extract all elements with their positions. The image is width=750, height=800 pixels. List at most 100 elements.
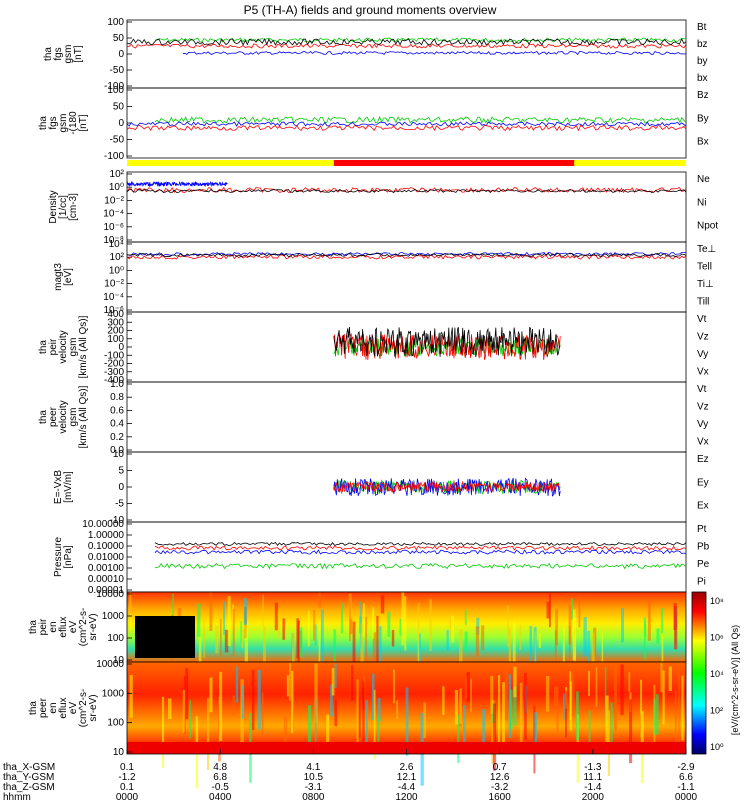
y-axis-label: gsm	[63, 45, 74, 64]
x-tick-label: 0.7	[493, 762, 507, 773]
spectrogram-streak	[232, 695, 236, 716]
spectrogram-streak	[350, 618, 353, 635]
spectrogram-streak	[224, 629, 229, 653]
spectrogram-streak	[241, 628, 244, 649]
y-axis-label: en	[48, 621, 59, 632]
spectrogram-streak	[524, 672, 527, 740]
series-Ti	[126, 251, 687, 257]
spectrogram-streak	[588, 710, 591, 749]
spectrogram-streak	[209, 677, 213, 713]
legend-Vy: Vy	[697, 349, 708, 360]
spectrogram-streak	[578, 595, 581, 628]
y-axis-label: tha	[28, 620, 39, 634]
y-axis-label: tha	[43, 47, 54, 61]
y-tick-label: 0.00010	[88, 574, 125, 585]
colorbar-tick-label: 10⁴	[710, 669, 724, 679]
spectrogram-streak	[565, 691, 567, 738]
spectrogram-streak	[548, 593, 551, 628]
spectrogram-streak	[377, 698, 381, 722]
spectrogram-streak	[614, 665, 618, 731]
spectrogram-streak	[331, 668, 335, 696]
y-axis-label: Pressure	[53, 537, 64, 577]
spectrogram-streak	[519, 682, 523, 744]
spectrogram-streak	[232, 608, 235, 656]
y-axis-label: [nT]	[73, 45, 84, 62]
y-tick-label: 0.2	[110, 432, 124, 443]
spectrogram-streak	[161, 696, 165, 768]
spectrogram-streak	[206, 698, 210, 770]
y-tick-label: 10⁻⁴	[103, 209, 124, 220]
spectrogram-streak	[507, 605, 510, 647]
y-axis-label: (cm^2-s-	[78, 608, 89, 647]
spectrogram-streak	[387, 611, 391, 637]
y-axis-label: velocity	[58, 330, 69, 363]
y-tick-label: 10.00000	[82, 519, 124, 530]
y-tick-label: 10⁻⁶	[103, 222, 124, 233]
spectrogram-streak	[372, 607, 375, 639]
spectrogram-streak	[399, 618, 402, 636]
panel-10: 10000 1000 100 10 tha peer en eflux eV (cm^2-s-sr…	[28, 659, 687, 789]
legend-Ne: Ne	[697, 174, 710, 185]
y-axis-label: eV	[68, 621, 79, 634]
spectrogram-streak	[490, 675, 494, 715]
legend-Vt: Vt	[697, 314, 707, 325]
y-tick-label: 10⁻²	[104, 279, 124, 290]
spectrogram-streak	[662, 670, 665, 725]
spectrogram-streak	[244, 624, 249, 674]
colorbar-tick-label: 10⁰	[710, 742, 724, 752]
spectrogram-streak	[349, 594, 351, 642]
spectrogram-streak	[529, 626, 533, 666]
spectrogram-streak	[209, 592, 213, 631]
spectrogram-streak	[417, 603, 420, 641]
x-tick-label: -3.1	[305, 782, 323, 793]
x-row-name: hhmm	[3, 792, 31, 800]
x-row-name: tha_Z-GSM	[3, 782, 55, 793]
spectrogram-streak	[373, 689, 376, 760]
spectrogram-streak	[314, 624, 317, 646]
panel-frame	[126, 87, 687, 159]
y-tick-label: -10	[110, 515, 125, 526]
spectrogram-streak	[464, 610, 467, 625]
spectrogram-streak	[391, 629, 395, 647]
x-tick-label: -1.1	[677, 782, 695, 793]
spectrogram-streak	[362, 682, 365, 710]
spectrogram-streak	[512, 621, 516, 676]
spectrogram-streak	[595, 667, 598, 707]
y-axis-label: gsm	[68, 338, 79, 357]
spectrogram-streak	[262, 594, 264, 627]
y-tick-label: -100	[104, 151, 124, 162]
spectrogram-streak	[464, 631, 468, 652]
spectrogram-streak	[562, 627, 565, 677]
y-axis-label: [eV]	[63, 268, 74, 286]
y-tick-label: 10⁰	[109, 182, 124, 193]
spectrogram-streak	[362, 603, 365, 637]
legend-Vz: Vz	[697, 332, 709, 343]
x-tick-label: 2000	[582, 792, 605, 800]
panel-4: 10⁴ 10² 10⁰ 10⁻² 10⁻⁴ 10⁻⁶ magt3 [eV] Te⊥ Tell Ti⊥…	[53, 239, 716, 316]
panel-frame	[126, 521, 687, 593]
legend-Pb: Pb	[697, 542, 710, 553]
spectrogram-streak	[466, 672, 470, 703]
spectrogram-streak	[240, 621, 243, 644]
spectrogram-streak	[545, 675, 550, 712]
spectrogram-streak	[587, 630, 590, 681]
spectrogram-streak	[470, 678, 472, 713]
y-tick-label: 10⁰	[109, 265, 124, 276]
colorbar-ticks: 10⁸ 10⁶ 10⁴ 10² 10⁰	[710, 596, 724, 752]
spectrogram-streak	[674, 606, 678, 650]
y-axis-label: magt3	[53, 263, 64, 291]
y-tick-label: -5	[115, 499, 124, 510]
spectrogram-streak	[569, 671, 572, 721]
x-tick-label: -3.2	[491, 782, 509, 793]
spectrogram-streak	[185, 668, 189, 720]
series-Pi	[154, 549, 687, 555]
spectrogram-streak	[274, 602, 278, 631]
y-axis-label: [cm-3]	[68, 193, 79, 221]
spectrogram-streak	[282, 618, 286, 640]
legend-Ey: Ey	[697, 477, 709, 488]
spectrogram-streak	[330, 684, 333, 717]
spectrogram-streak	[654, 699, 656, 735]
y-axis-label: [km/s (All Qs)]	[78, 385, 89, 448]
spectrogram-streak	[655, 694, 659, 735]
spectrogram-streak	[405, 687, 409, 756]
